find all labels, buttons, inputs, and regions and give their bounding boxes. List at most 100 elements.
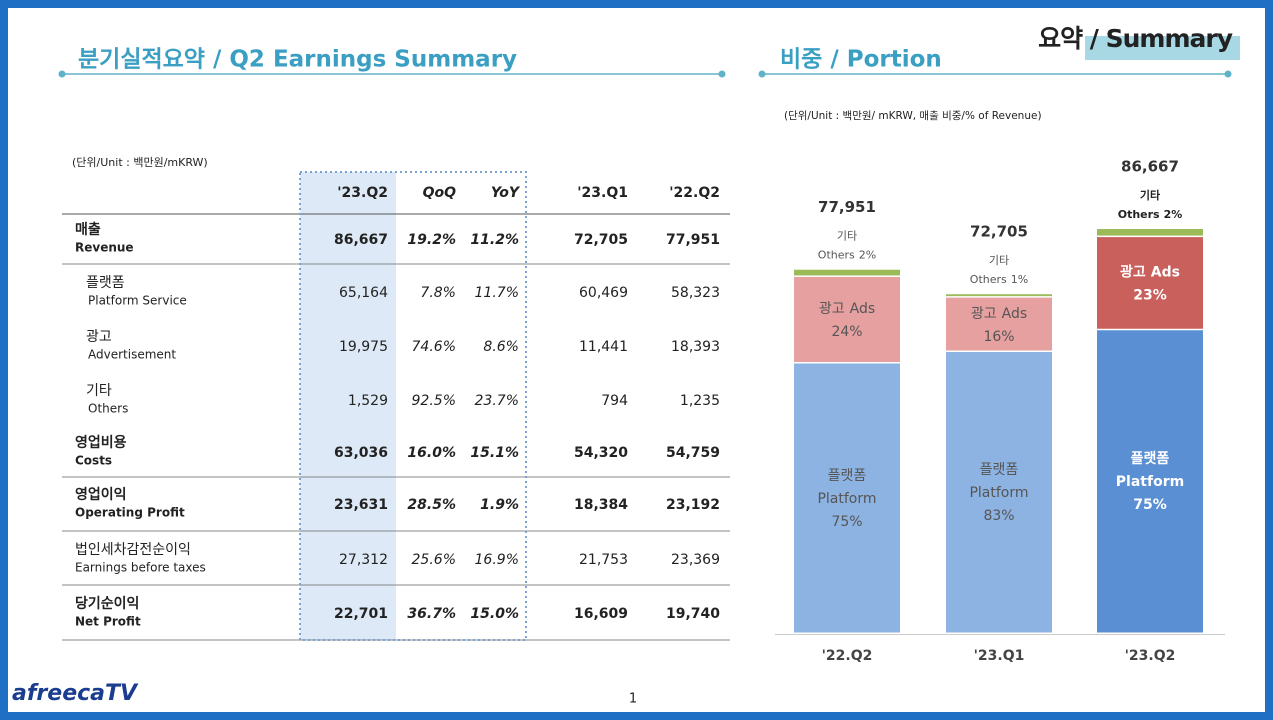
others-label-part: 2% [859,249,876,262]
row-label-en: Platform Service [88,294,187,308]
bar-segment [946,297,1052,351]
segment-label: 플랫폼 [980,462,1019,478]
segment-value: 16% [983,329,1014,345]
segment-value: 75% [1133,497,1167,513]
logo: afreecaTV [12,681,139,706]
table-cell: 11,441 [579,339,628,355]
row-label-ko: 영업비용 [75,434,127,451]
row-label-ko: 영업이익 [75,486,127,503]
table-cell: 36.7% [407,606,456,622]
table-cell: 1,235 [680,393,720,409]
row-label-ko: 플랫폼 [86,275,125,291]
row-label-en: Revenue [75,241,134,255]
table-cell: 1,529 [348,393,388,409]
row-label-ko: 법인세차감전순이익 [75,542,191,558]
table-cell: 23.7% [475,393,519,409]
table-cell: 18,393 [671,339,720,355]
table-cell: 11.7% [475,285,519,301]
others-label-part: Others [970,273,1007,286]
table-cell: 60,469 [579,285,628,301]
rule-dot [58,70,66,78]
segment-label: Platform [817,491,876,507]
segment-value: 75% [831,514,862,530]
table-cell: 63,036 [334,445,388,461]
table-cell: 27,312 [339,552,388,568]
others-label-part: 2% [1164,208,1183,221]
total-label: 72,705 [970,223,1028,241]
segment-label-part: 광고 [819,301,845,317]
segment-label: 플랫폼 [828,468,867,484]
table-cell: 23,192 [666,497,720,513]
others-label: Others 1% [970,273,1028,286]
row-label-en: Operating Profit [75,506,185,520]
table-cell: 15.1% [470,445,519,461]
bar-segment [946,294,1052,297]
table-cell: 19,975 [339,339,388,355]
segment-value: 24% [831,324,862,340]
row-label-ko: 당기순이익 [75,595,139,612]
table-cell: 28.5% [407,497,456,513]
table-cell: 16.0% [407,445,456,461]
table-title: 분기실적요약 / Q2 Earnings Summary [78,47,517,73]
rule-dot [1224,70,1232,78]
others-label: 기타 [837,230,857,243]
others-label: Others 2% [1118,208,1183,221]
segment-value: 23% [1133,288,1167,304]
x-tick-label: '23.Q2 [1125,648,1176,664]
segment-label: 플랫폼 [1131,450,1170,467]
table-cell: 65,164 [339,285,388,301]
highlight-column [300,172,396,640]
table-cell: 23,631 [334,497,388,513]
bar-segment [794,269,900,276]
page-number: 1 [629,692,637,707]
table-cell: 25.6% [412,552,456,568]
table-cell: 794 [601,393,628,409]
table-cell: 15.0% [470,606,519,622]
row-label-ko: 광고 [86,329,112,345]
bar-segment [794,276,900,363]
table-cell: 22,701 [334,606,388,622]
table-cell: 92.5% [412,393,456,409]
table-cell: 54,320 [574,445,628,461]
x-tick-label: '22.Q2 [822,648,873,664]
segment-label: 광고 Ads [1120,264,1180,281]
row-label-en: Earnings before taxes [75,561,206,575]
segment-label-part: 광고 [971,306,997,322]
rule-dot [718,70,726,78]
others-label: 기타 [1140,188,1161,202]
table-cell: 21,753 [579,552,628,568]
highlight-box [299,171,527,641]
row-label-en: Net Profit [75,615,141,629]
x-tick-label: '23.Q1 [974,648,1025,664]
segment-value: 83% [983,508,1014,524]
row-label-ko: 기타 [86,383,112,399]
others-label: Others 2% [818,249,876,262]
table-cell: 54,759 [666,445,720,461]
chart-title: 비중 / Portion [780,47,942,73]
others-label-part: Others [1118,208,1160,221]
table-cell: 8.6% [483,339,519,355]
table-cell: 11.2% [470,232,519,248]
rule-dot [758,70,766,78]
segment-label: Platform [1116,474,1184,490]
segment-label-part: 광고 [1120,264,1146,281]
segment-label-part: Ads [850,301,876,317]
total-label: 77,951 [818,198,876,216]
table-cell: 23,369 [671,552,720,568]
row-label-en: Others [88,402,128,416]
table-cell: 18,384 [574,497,628,513]
column-header: YoY [491,185,521,201]
bar-segment [794,363,900,633]
column-header: QoQ [423,185,457,201]
table-cell: 72,705 [574,232,628,248]
segment-label-part: Ads [1002,306,1028,322]
table-cell: 1.9% [480,497,519,513]
column-header: '23.Q1 [577,185,628,201]
bar-segment [946,352,1052,633]
column-header: '22.Q2 [669,185,720,201]
bar-segment [1097,229,1203,236]
others-label: 기타 [989,254,1009,267]
others-label-part: 1% [1011,273,1028,286]
